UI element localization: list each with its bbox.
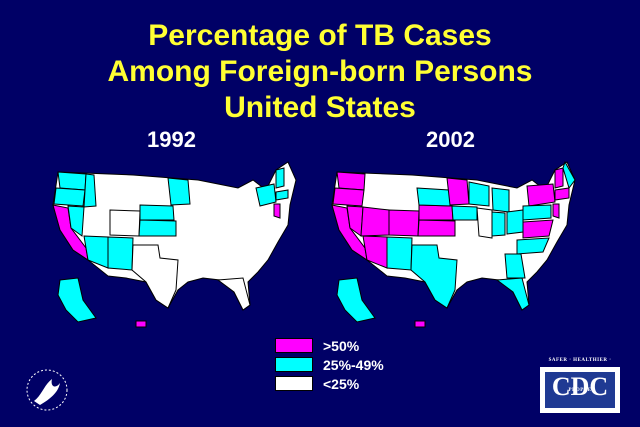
year-label-1992: 1992 xyxy=(147,127,196,152)
state-virginia xyxy=(522,219,554,239)
state-new-jersey xyxy=(273,203,281,219)
state-oregon xyxy=(332,187,365,207)
legend-label-low: <25% xyxy=(323,375,360,392)
state-arizona xyxy=(362,235,388,269)
hhs-logo-icon xyxy=(26,369,68,411)
state-nevada xyxy=(67,205,85,237)
state-oregon xyxy=(53,187,86,207)
state-south-dakota xyxy=(416,187,453,207)
state-illinois xyxy=(476,207,493,239)
state-vermont xyxy=(554,167,564,189)
state-ohio xyxy=(506,209,524,235)
legend-label-high: >50% xyxy=(323,337,360,354)
state-kansas xyxy=(417,219,456,237)
state-wisconsin xyxy=(468,181,490,207)
state-new-mexico xyxy=(107,236,134,271)
hawaii xyxy=(414,320,426,328)
legend-item-mid: 25%-49% xyxy=(275,355,384,374)
cdc-logo: CDC SAFER · HEALTHIER · PEOPLE xyxy=(540,358,620,413)
hawaii xyxy=(135,320,147,328)
us-map-2002 xyxy=(331,160,576,328)
state-washington xyxy=(57,171,87,191)
state-idaho xyxy=(83,173,97,208)
legend-label-mid: 25%-49% xyxy=(323,356,384,373)
state-florida xyxy=(216,277,251,311)
state-north-carolina xyxy=(516,237,550,255)
state-utah xyxy=(360,206,390,237)
state-minnesota xyxy=(167,177,191,206)
state-new-york xyxy=(255,183,277,207)
state-michigan xyxy=(491,187,510,213)
state-massachusetts xyxy=(275,189,289,201)
year-label-2002: 2002 xyxy=(426,127,475,152)
us-map-1992 xyxy=(52,161,297,328)
map-legend: >50% 25%-49% <25% xyxy=(275,336,384,393)
state-florida xyxy=(495,277,530,311)
state-iowa xyxy=(451,205,478,221)
state-minnesota xyxy=(446,177,470,206)
state-nebraska xyxy=(139,204,175,221)
alaska xyxy=(57,277,97,323)
state-new-york xyxy=(526,183,556,207)
state-colorado xyxy=(109,209,141,237)
state-new-mexico xyxy=(386,236,413,271)
legend-swatch-mid xyxy=(275,357,313,372)
legend-item-high: >50% xyxy=(275,336,384,355)
state-indiana xyxy=(491,211,506,237)
state-vermont xyxy=(275,167,285,189)
state-texas xyxy=(131,244,179,309)
state-washington xyxy=(336,171,366,191)
alaska xyxy=(336,277,376,323)
state-massachusetts xyxy=(554,187,570,201)
title-line-2: Among Foreign-born Persons xyxy=(107,55,533,88)
state-colorado xyxy=(388,209,420,237)
state-arizona xyxy=(83,235,109,269)
slide-title: Percentage of TB Cases Among Foreign-bor… xyxy=(0,18,640,126)
title-line-1: Percentage of TB Cases xyxy=(148,19,492,52)
title-line-3: United States xyxy=(224,91,416,124)
state-new-jersey xyxy=(552,203,560,219)
legend-item-low: <25% xyxy=(275,374,384,393)
state-nebraska xyxy=(418,204,454,221)
state-pennsylvania xyxy=(522,204,552,221)
state-maine xyxy=(562,160,576,190)
cdc-logo-text: CDC xyxy=(551,372,609,401)
state-kansas xyxy=(138,219,177,237)
legend-swatch-high xyxy=(275,338,313,353)
state-georgia xyxy=(504,253,526,279)
state-texas xyxy=(410,244,458,309)
cdc-logo-tagline: SAFER · HEALTHIER · PEOPLE xyxy=(548,358,612,393)
legend-swatch-low xyxy=(275,376,313,391)
